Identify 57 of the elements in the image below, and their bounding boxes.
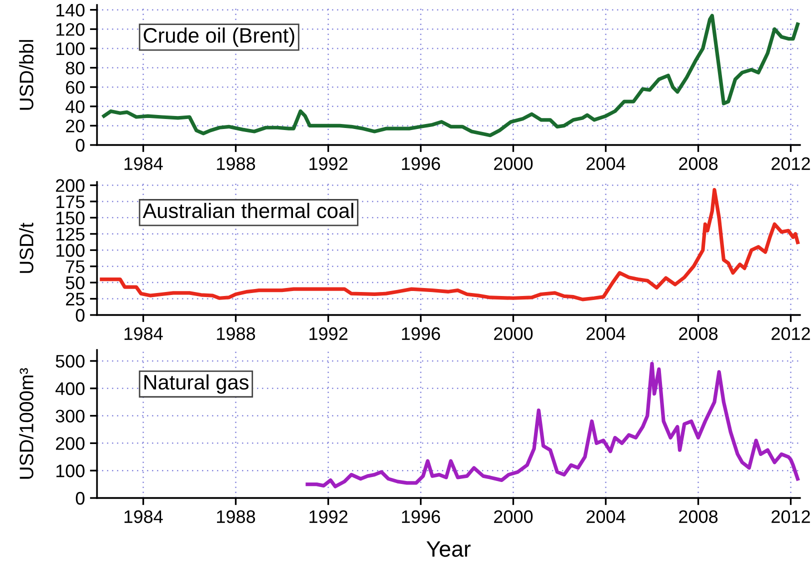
x-tick-label: 2012 (772, 157, 810, 170)
y-tick-label: 200 (56, 179, 84, 192)
x-tick-label: 1996 (402, 327, 440, 340)
x-tick-label: 1984 (124, 510, 163, 524)
y-tick-label: 60 (66, 81, 84, 94)
y-tick-label: 200 (56, 437, 84, 450)
x-tick-label: 2000 (494, 327, 533, 340)
x-tick-label: 1988 (217, 510, 256, 524)
x-tick-label: 2004 (586, 157, 626, 170)
x-tick-label: 1996 (402, 157, 440, 170)
x-tick-label: 1988 (217, 157, 256, 170)
y-axis-title: USD/1000m³ (19, 368, 34, 479)
y-tick-label: 150 (56, 212, 84, 224)
y-tick-label: 125 (56, 228, 84, 241)
line-series (100, 188, 800, 302)
y-tick-label: 100 (56, 42, 84, 56)
x-tick-label: 2008 (679, 327, 718, 340)
y-tick-label: 80 (66, 62, 84, 74)
annotation: Crude oil (Brent) (144, 27, 294, 47)
y-tick-label: 20 (66, 120, 84, 132)
x-tick-label: 2008 (679, 510, 718, 524)
x-tick-label: 2004 (586, 327, 626, 340)
x-tick-label: 1984 (124, 327, 163, 340)
y-tick-label: 120 (56, 23, 84, 36)
y-tick-label: 40 (66, 100, 84, 114)
y-tick-label: 100 (56, 464, 84, 478)
x-tick-label: 2008 (679, 157, 718, 170)
x-tick-label: 2004 (586, 510, 626, 524)
x-tick-label: 1996 (402, 510, 440, 524)
y-axis-title: USD/bbl (19, 40, 34, 110)
y-tick-label: 140 (56, 4, 84, 17)
x-tick-label: 1984 (124, 157, 163, 170)
y-tick-label: 75 (66, 260, 84, 274)
x-tick-label: 2012 (772, 327, 810, 340)
y-axis-title: USD/t (19, 222, 34, 273)
y-tick-label: 100 (56, 244, 84, 257)
x-tick-label: 2000 (494, 510, 533, 524)
y-tick-label: 0 (76, 138, 84, 152)
x-tick-label: 2012 (772, 510, 810, 524)
y-tick-label: 50 (66, 276, 84, 290)
y-tick-label: 0 (76, 308, 84, 322)
line-series (102, 14, 800, 138)
y-tick-label: 175 (56, 196, 84, 208)
y-tick-label: 500 (56, 354, 84, 368)
y-tick-label: 25 (66, 292, 84, 306)
annotation: Natural gas (144, 374, 248, 394)
x-tick-label: 1988 (217, 327, 256, 340)
y-tick-label: 300 (56, 410, 84, 422)
x-axis-title: Year (426, 541, 471, 557)
line-series (306, 362, 800, 488)
annotation: Australian thermal coal (142, 202, 354, 218)
y-tick-label: 0 (76, 492, 84, 505)
x-tick-label: 2000 (494, 157, 533, 170)
x-tick-label: 1992 (310, 510, 348, 524)
x-tick-label: 1992 (310, 157, 348, 170)
x-tick-label: 1992 (310, 327, 348, 340)
y-tick-label: 400 (55, 382, 84, 396)
